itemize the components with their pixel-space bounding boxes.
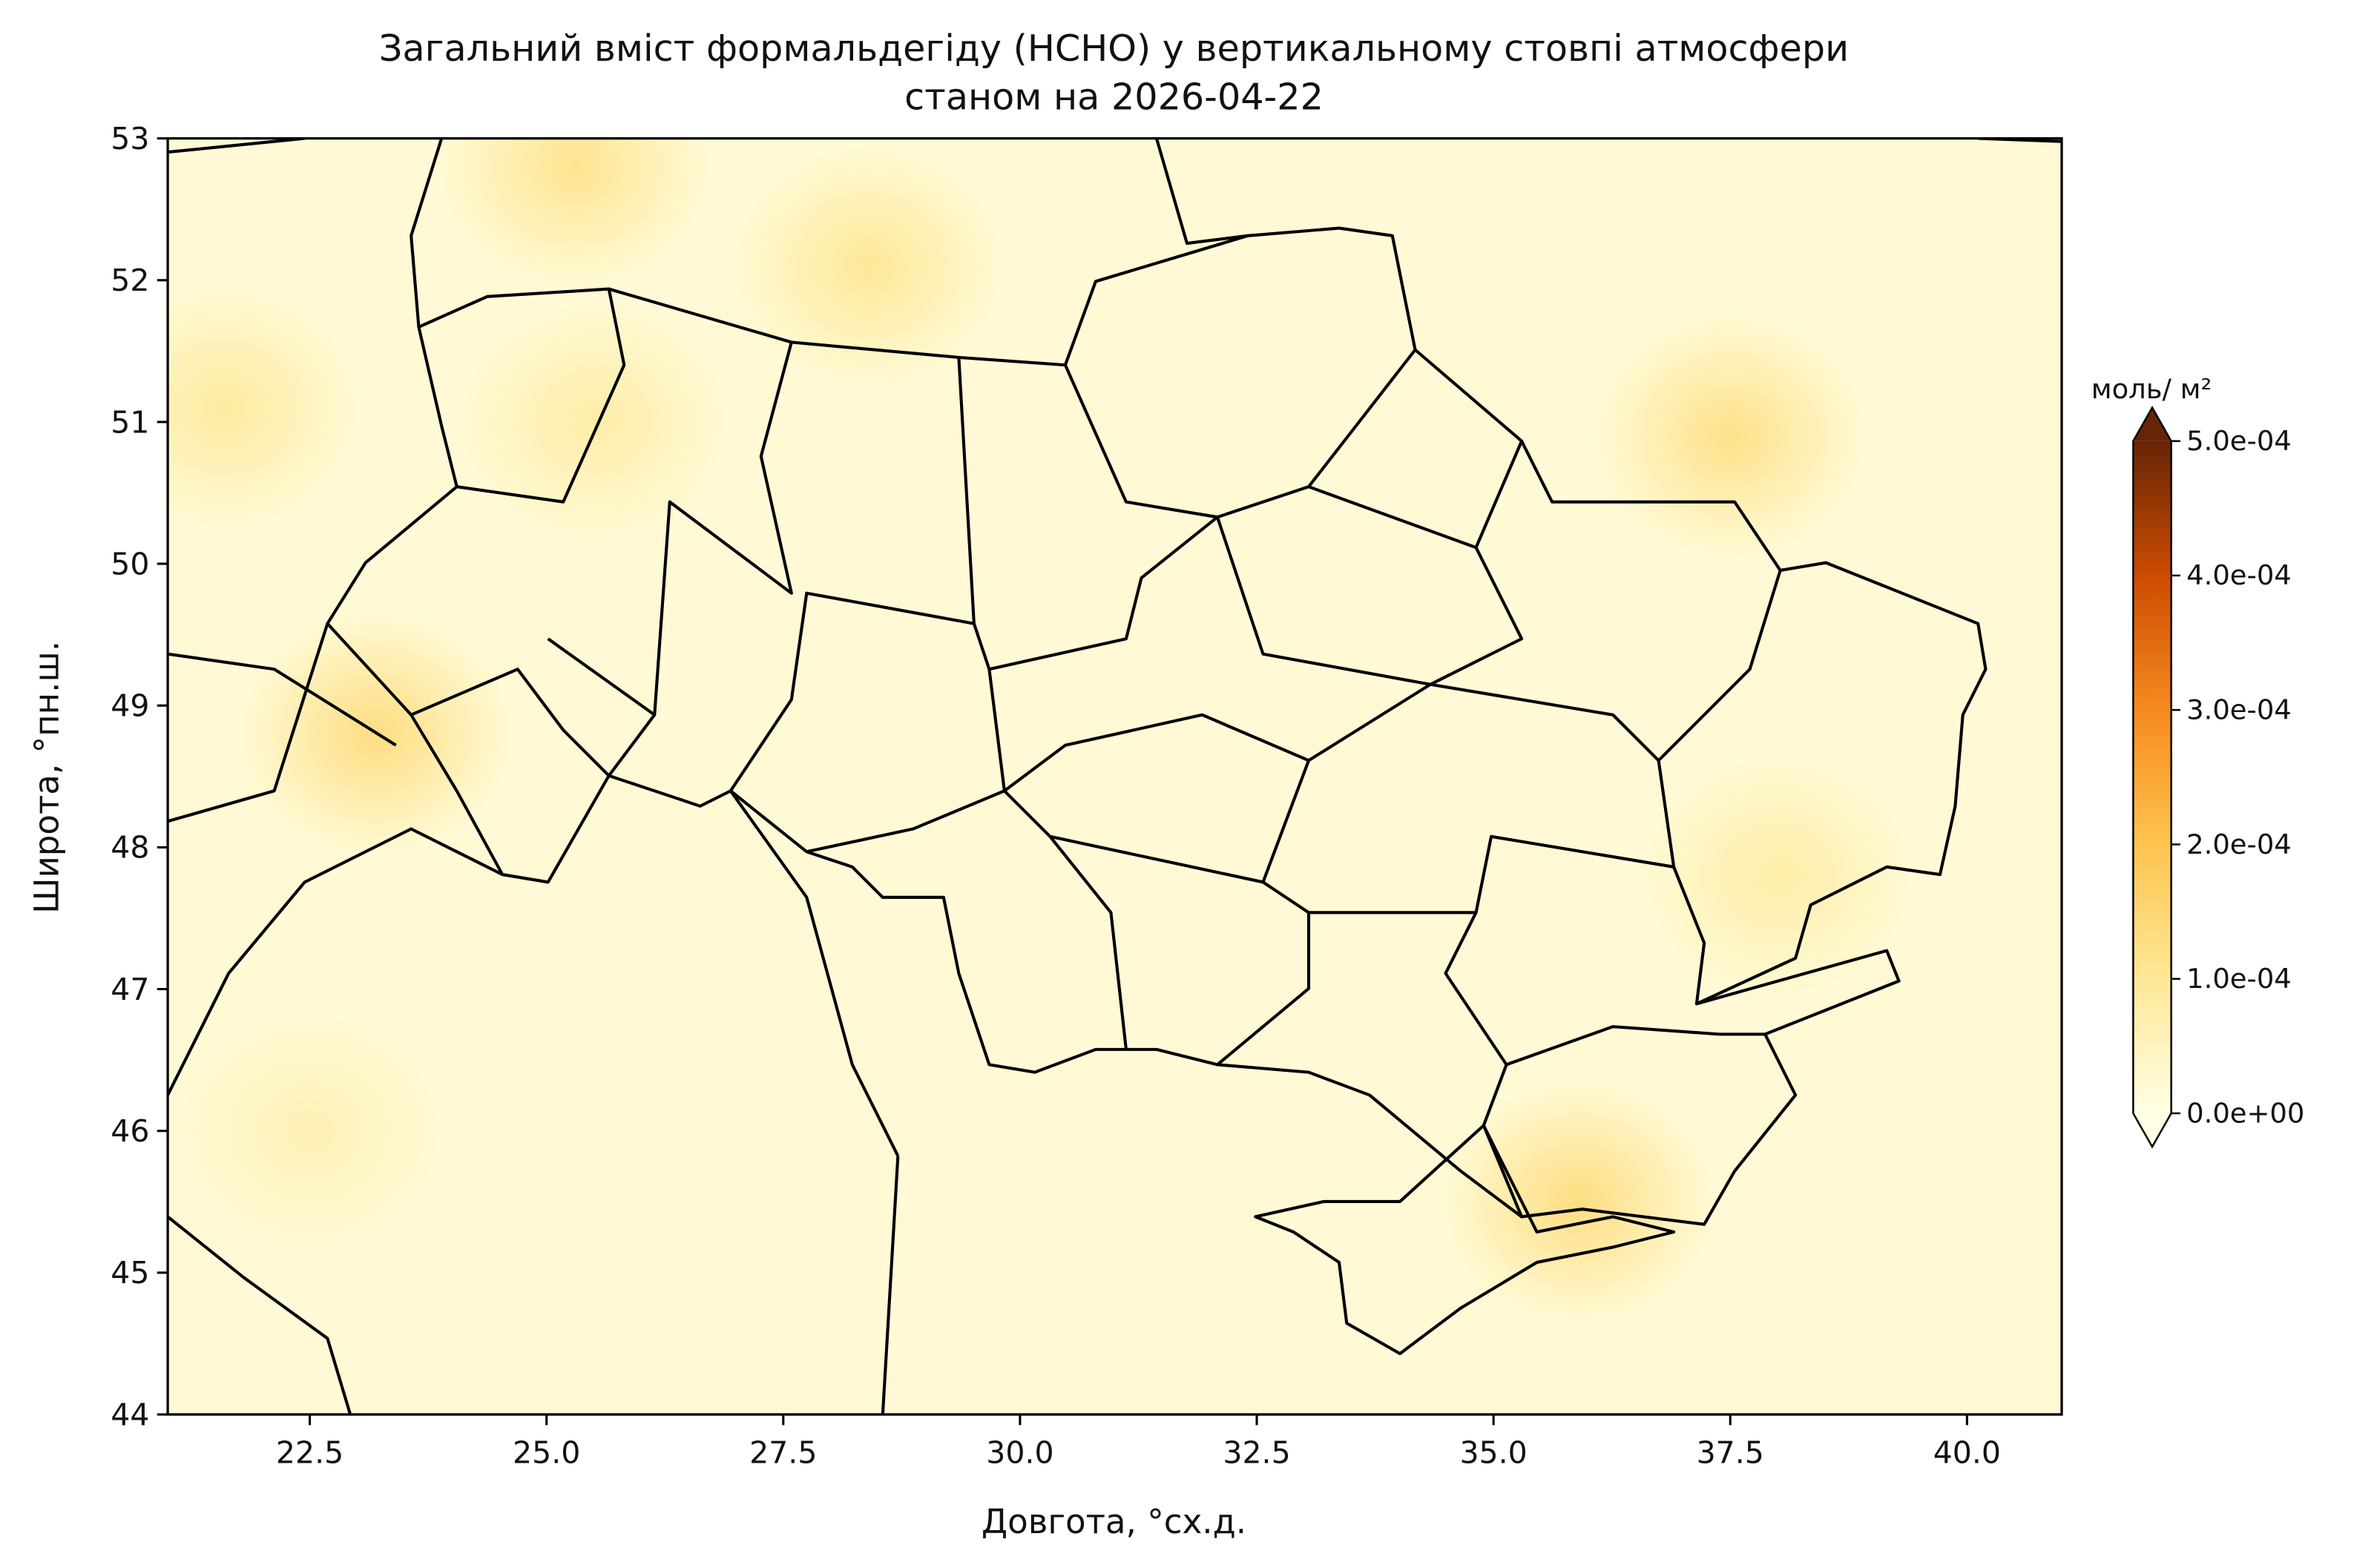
heatmap <box>168 138 1915 1324</box>
colorbar-tick-label: 5.0e-04 <box>2186 425 2292 457</box>
plot-frame <box>166 136 2063 1416</box>
hotspot <box>1593 314 1867 559</box>
borders <box>168 138 2062 1414</box>
hotspot <box>173 1009 447 1253</box>
colorbar-label: моль/ м² <box>2091 373 2212 405</box>
hotspot <box>731 144 1006 388</box>
x-tick-label: 40.0 <box>1933 1435 2001 1471</box>
hotspot <box>1441 1080 1716 1324</box>
x-tick-label: 35.0 <box>1459 1435 1527 1471</box>
coastline <box>168 138 2062 1414</box>
colorbar: 0.0e+00 1.0e-04 2.0e-04 3.0e-04 4.0e-04 5.0e-… <box>2132 406 2304 1149</box>
y-tick-label: 53 <box>111 121 149 157</box>
x-axis-label: Довгота, °сх.д. <box>982 1502 1246 1541</box>
ukraine-border <box>326 226 1988 1219</box>
chart-title: Загальний вміст формальдегіду (HCHO) у в… <box>379 27 1849 70</box>
x-tick-label: 27.5 <box>749 1435 817 1471</box>
x-tick-label: 30.0 <box>986 1435 1053 1471</box>
oblast-borders <box>410 289 1782 1066</box>
x-tick-label: 32.5 <box>1223 1435 1290 1471</box>
colorbar-extend-min <box>2133 1113 2171 1147</box>
hotspot <box>456 300 731 544</box>
hotspot <box>1640 754 1915 998</box>
y-tick-label: 46 <box>111 1113 149 1149</box>
hotspot <box>168 286 362 530</box>
y-tick-label: 49 <box>111 688 149 724</box>
hotspot <box>438 138 712 289</box>
y-tick-label: 44 <box>111 1397 149 1432</box>
x-tick-label: 22.5 <box>276 1435 343 1471</box>
y-axis-label: Широта, °пн.ш. <box>27 641 66 914</box>
y-tick-label: 50 <box>111 546 149 582</box>
colorbar-tick-label: 0.0e+00 <box>2186 1097 2304 1129</box>
y-tick-label: 47 <box>111 972 149 1007</box>
colorbar-tick-label: 1.0e-04 <box>2186 963 2292 995</box>
x-tick-label: 25.0 <box>513 1435 580 1471</box>
colorbar-fill <box>2133 441 2171 1113</box>
colorbar-tick-label: 3.0e-04 <box>2186 694 2292 725</box>
axes: 22.5 25.0 27.5 30.0 32.5 35.0 37.5 40.0 44 45 46 47… <box>111 121 2001 1471</box>
chart-subtitle: станом на 2026-04-22 <box>904 76 1324 119</box>
y-tick-label: 51 <box>111 404 149 440</box>
colorbar-extend-max <box>2133 407 2171 441</box>
x-tick-label: 37.5 <box>1697 1435 1764 1471</box>
y-tick-label: 45 <box>111 1255 149 1291</box>
crimea <box>1254 1124 1676 1356</box>
colorbar-tick-label: 4.0e-04 <box>2186 559 2292 591</box>
y-tick-label: 52 <box>111 263 149 298</box>
colorbar-tick-label: 2.0e-04 <box>2186 829 2292 860</box>
y-tick-label: 48 <box>111 830 149 866</box>
